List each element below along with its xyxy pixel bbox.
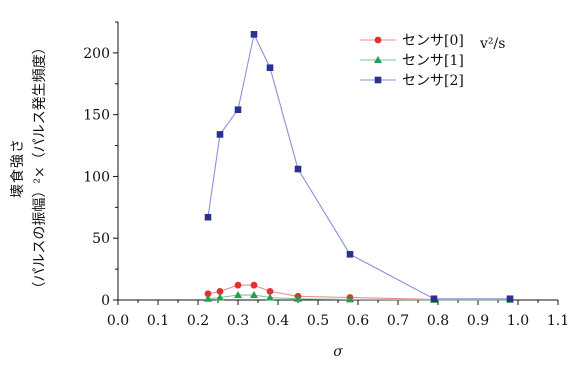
x-tick-label: 0.3 bbox=[227, 313, 249, 329]
x-tick-label: 0.7 bbox=[387, 313, 409, 329]
legend-label: センサ[1] bbox=[402, 53, 464, 69]
y-tick-label: 0 bbox=[101, 293, 110, 309]
y-axis-title-line1: 壊食強さ bbox=[9, 138, 26, 198]
data-point bbox=[294, 294, 302, 302]
legend: センサ[0] センサ[1] センサ[2] bbox=[360, 33, 464, 89]
x-tick-label: 1.1 bbox=[547, 313, 569, 329]
data-point bbox=[250, 281, 258, 289]
axes: 0.0 0.1 0.2 0.3 0.4 0.5 0.6 0.7 0.8 0.9 1.0 1.1 0 50 1… bbox=[32, 21, 569, 329]
x-tick-label: 0.0 bbox=[107, 313, 129, 329]
data-point bbox=[216, 293, 224, 301]
legend-label: センサ[0] bbox=[402, 33, 464, 49]
y-tick-label: 50 bbox=[92, 231, 110, 247]
data-point bbox=[234, 106, 242, 114]
y-tick-label: 150 bbox=[83, 108, 110, 124]
data-point bbox=[506, 295, 514, 303]
x-tick-label: 0.8 bbox=[427, 313, 449, 329]
data-point bbox=[346, 250, 354, 258]
series-2 bbox=[204, 31, 514, 303]
data-point bbox=[250, 31, 258, 38]
y-tick-label: 200 bbox=[83, 46, 110, 62]
data-point bbox=[266, 64, 274, 72]
x-axis-title: σ bbox=[333, 344, 343, 360]
y-tick-label: 100 bbox=[83, 169, 110, 185]
data-point bbox=[216, 131, 224, 138]
x-tick-label: 0.4 bbox=[267, 313, 289, 329]
series-line bbox=[207, 32, 510, 300]
data-point bbox=[204, 213, 212, 221]
data-point bbox=[266, 287, 274, 295]
x-tick-label: 0.9 bbox=[467, 313, 489, 329]
series-layer bbox=[204, 31, 514, 303]
x-tick-label: 1.0 bbox=[507, 313, 529, 329]
data-point bbox=[430, 295, 438, 303]
y-unit-label: v²/s bbox=[479, 36, 505, 52]
data-point bbox=[216, 287, 224, 295]
data-point bbox=[346, 295, 354, 303]
data-point bbox=[234, 291, 242, 299]
legend-marker bbox=[374, 36, 382, 44]
data-point bbox=[204, 290, 212, 298]
data-point bbox=[204, 294, 212, 302]
data-point bbox=[234, 281, 242, 289]
data-point bbox=[266, 293, 274, 301]
legend-marker bbox=[374, 56, 382, 63]
legend-label: センサ[2] bbox=[402, 73, 464, 89]
x-tick-label: 0.2 bbox=[187, 313, 209, 329]
x-tick-label: 0.5 bbox=[307, 313, 329, 329]
x-tick-label: 0.1 bbox=[147, 313, 169, 329]
x-tick-label: 0.6 bbox=[347, 313, 369, 329]
legend-marker bbox=[374, 76, 382, 84]
data-point bbox=[294, 165, 302, 173]
data-point bbox=[250, 291, 258, 299]
y-axis-title-line2: （パルスの振幅）²×（パルス発生頻度） bbox=[32, 40, 48, 295]
series-1 bbox=[204, 291, 514, 303]
